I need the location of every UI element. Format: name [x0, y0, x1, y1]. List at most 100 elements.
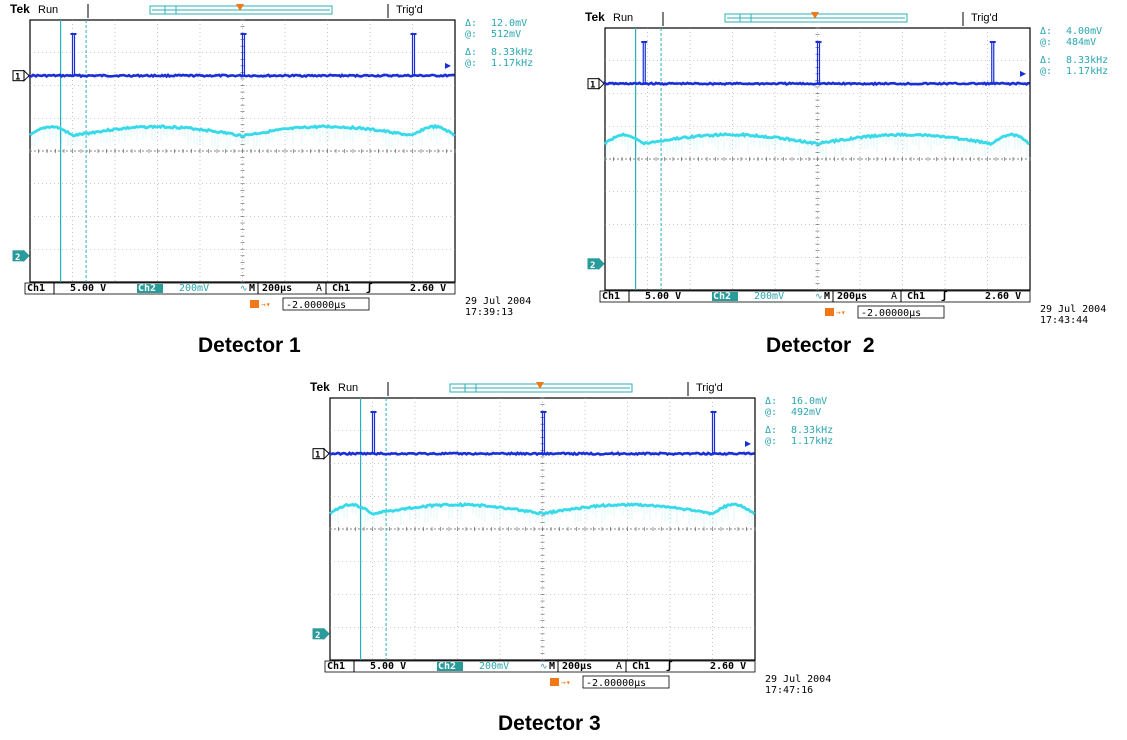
ch2-ground-marker-label: 2 — [590, 261, 595, 271]
run-state-label: Run — [38, 4, 58, 16]
trigger-level-icon — [745, 440, 751, 447]
ch1-ground-marker-label: 1 — [590, 81, 595, 91]
readout-at-f-label: @: — [765, 436, 777, 447]
trigger-pos-icon — [250, 300, 259, 308]
ch2-ground-marker-label: 2 — [15, 253, 20, 263]
ch1-ground-marker-label: 1 — [315, 451, 320, 461]
readout-delta-f-label: Δ: — [1040, 55, 1052, 66]
ch1-ground-marker: 1 — [587, 77, 605, 91]
status-ch2-badge — [137, 284, 163, 293]
status-trigger-source: Ch1 — [907, 291, 925, 302]
rising-edge-icon: ʃ — [941, 289, 948, 302]
status-ch2-scale: 200mV — [754, 291, 784, 302]
brand-label: Tek — [310, 380, 330, 394]
ch1-ground-marker: 1 — [12, 69, 30, 83]
status-ch2-label: Ch2 — [438, 661, 456, 672]
capture-time: 17:47:16 — [765, 685, 813, 696]
readout-delta-v: 4.00mV — [1066, 26, 1102, 37]
ch2-ground-marker: 2 — [312, 627, 330, 641]
trigger-status-label: Trig'd — [396, 4, 423, 16]
trigger-position-value: -2.00000µs — [861, 308, 921, 319]
scope-display: TekRunTrig'dT12Δ:4.00mV@:484mVΔ:8.33kHz@… — [585, 10, 1108, 326]
caption-detector-1: Detector 1 — [198, 334, 301, 357]
trigger-position-box — [282, 297, 370, 311]
bandwidth-limit-icon: ∿ — [815, 292, 823, 302]
trigger-position-icon — [536, 382, 544, 389]
status-ch1-scale: 5.00 V — [645, 291, 681, 302]
status-ch1-label: Ch1 — [327, 661, 345, 672]
scope-display: TekRunTrig'dT12Δ:16.0mV@:492mVΔ:8.33kHz@… — [310, 380, 833, 696]
trigger-status-label: Trig'd — [696, 382, 723, 394]
caption-detector-3: Detector 3 — [498, 712, 601, 735]
status-ch2-label: Ch2 — [713, 291, 731, 302]
ch1-trace — [28, 73, 455, 79]
status-ch2-badge — [712, 292, 738, 301]
readout-at-f-label: @: — [1040, 66, 1052, 77]
trigger-level-icon — [445, 62, 451, 69]
readout-at-f-label: @: — [465, 58, 477, 69]
status-bar — [599, 290, 1031, 303]
oscilloscope-panel-detector-3: TekRunTrig'dT12Δ:16.0mV@:492mVΔ:8.33kHz@… — [300, 378, 860, 708]
capture-date: 29 Jul 2004 — [465, 296, 531, 307]
readout-at-v: 484mV — [1066, 37, 1096, 48]
status-trigger-mode: A — [616, 661, 622, 672]
ch2-ground-marker-arrow — [598, 257, 605, 271]
readout-at-v: 512mV — [491, 29, 521, 40]
trigger-pos-arrow-icon: →▾ — [261, 300, 271, 309]
status-trigger-mode: A — [891, 291, 897, 302]
trigger-pos-icon — [550, 678, 559, 686]
caption-detector-2: Detector 2 — [766, 334, 875, 357]
status-timebase-label: M — [549, 661, 555, 672]
ch1-ground-marker-label: 1 — [15, 73, 20, 83]
readout-delta-v: 16.0mV — [791, 396, 827, 407]
ch1-ground-marker-arrow — [23, 69, 30, 82]
oscilloscope-panel-detector-2: TekRunTrig'dT12Δ:4.00mV@:484mVΔ:8.33kHz@… — [575, 8, 1127, 338]
trigger-position-box — [857, 305, 945, 319]
bandwidth-limit-icon: ∿ — [240, 284, 248, 294]
readout-delta-v-label: Δ: — [465, 18, 477, 29]
readout-delta-f-label: Δ: — [465, 47, 477, 58]
status-trigger-level: 2.60 V — [985, 291, 1021, 302]
brand-label: Tek — [585, 10, 605, 24]
status-timebase: 200µs — [562, 661, 592, 672]
readout-delta-f-label: Δ: — [765, 425, 777, 436]
trigger-level-icon — [1020, 70, 1026, 77]
ch2-trace — [29, 123, 456, 138]
brand-label: Tek — [10, 2, 30, 16]
readout-at-v-label: @: — [765, 407, 777, 418]
trigger-pos-icon — [825, 308, 834, 316]
status-ch1-scale: 5.00 V — [70, 283, 106, 294]
capture-time: 17:43:44 — [1040, 315, 1088, 326]
ch1-trace — [328, 451, 755, 457]
status-ch1-scale: 5.00 V — [370, 661, 406, 672]
readout-delta-v: 12.0mV — [491, 18, 527, 29]
trigger-pos-arrow-icon: →▾ — [836, 308, 846, 317]
ch2-trace — [603, 131, 1031, 147]
ch1-ground-marker: 1 — [312, 447, 330, 461]
trigger-position-box — [582, 675, 670, 689]
status-ch1-label: Ch1 — [602, 291, 620, 302]
trigger-position-value: -2.00000µs — [286, 300, 346, 311]
ch2-ground-marker: 2 — [587, 257, 605, 271]
readout-at-f: 1.17kHz — [791, 436, 833, 447]
readout-delta-v-label: Δ: — [1040, 26, 1052, 37]
readout-at-f: 1.17kHz — [491, 58, 533, 69]
status-trigger-source: Ch1 — [632, 661, 650, 672]
status-bar — [324, 660, 756, 673]
capture-date: 29 Jul 2004 — [1040, 304, 1106, 315]
ch2-trace — [329, 501, 756, 516]
rising-edge-icon: ʃ — [366, 281, 373, 294]
readout-at-v-label: @: — [1040, 37, 1052, 48]
trigger-position-icon — [811, 12, 819, 19]
ch1-trace — [603, 80, 1030, 87]
oscilloscope-panel-detector-1: TekRunTrig'dT12Δ:12.0mV@:512mVΔ:8.33kHz@… — [0, 0, 560, 330]
capture-date: 29 Jul 2004 — [765, 674, 831, 685]
status-trigger-mode: A — [316, 283, 322, 294]
readout-delta-f: 8.33kHz — [791, 425, 833, 436]
status-timebase: 200µs — [837, 291, 867, 302]
readout-at-v: 492mV — [791, 407, 821, 418]
ch1-ground-marker-arrow — [323, 447, 330, 460]
status-ch2-label: Ch2 — [138, 283, 156, 294]
readout-at-f: 1.17kHz — [1066, 66, 1108, 77]
readout-delta-f: 8.33kHz — [1066, 55, 1108, 66]
